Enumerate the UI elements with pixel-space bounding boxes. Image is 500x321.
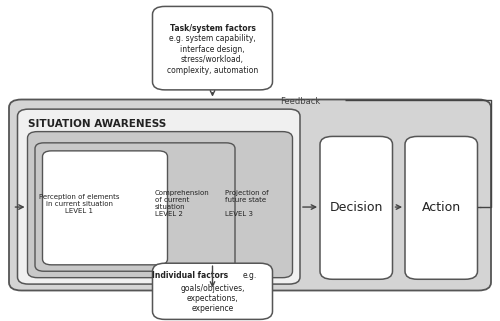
Text: e.g.: e.g. — [243, 271, 257, 280]
Text: goals/objectives,
expectations,
experience: goals/objectives, expectations, experien… — [180, 284, 245, 313]
Text: Perception of elements
in current situation
LEVEL 1: Perception of elements in current situat… — [39, 194, 119, 214]
FancyBboxPatch shape — [320, 136, 392, 279]
Text: Comprehension
of current
situation
LEVEL 2: Comprehension of current situation LEVEL… — [155, 190, 210, 217]
Text: Action: Action — [422, 201, 461, 213]
FancyBboxPatch shape — [9, 100, 491, 291]
FancyBboxPatch shape — [28, 132, 292, 278]
FancyBboxPatch shape — [18, 109, 300, 284]
Text: e.g. system capability,
interface design,
stress/workload,
complexity, automatio: e.g. system capability, interface design… — [167, 34, 258, 75]
FancyBboxPatch shape — [42, 151, 168, 265]
Text: Projection of
future state

LEVEL 3: Projection of future state LEVEL 3 — [225, 190, 268, 217]
Text: SITUATION AWARENESS: SITUATION AWARENESS — [28, 118, 166, 129]
Text: Feedback: Feedback — [280, 97, 320, 106]
Text: Task/system factors: Task/system factors — [170, 24, 256, 33]
FancyBboxPatch shape — [35, 143, 235, 271]
FancyBboxPatch shape — [152, 263, 272, 319]
FancyBboxPatch shape — [405, 136, 477, 279]
Text: Individual factors: Individual factors — [152, 271, 228, 280]
FancyBboxPatch shape — [152, 6, 272, 90]
Text: Decision: Decision — [330, 201, 382, 213]
